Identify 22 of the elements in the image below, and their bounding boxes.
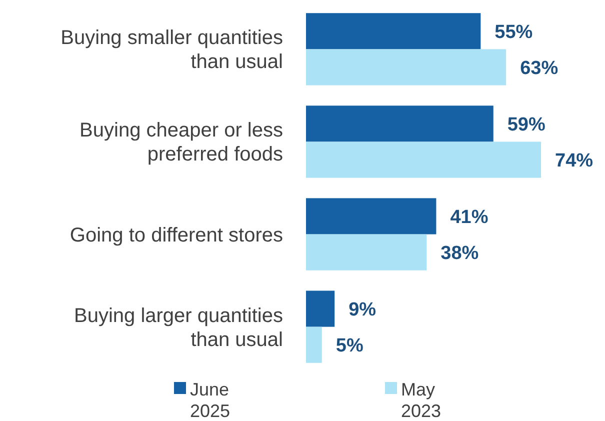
y-tick-label: Buying smaller quantities than usual [60, 27, 283, 74]
legend-label: June 2025 [190, 379, 230, 421]
data-label: 55% [494, 22, 533, 43]
bar [306, 142, 541, 178]
y-tick-label: Buying larger quantities than usual [74, 304, 283, 351]
data-label: 38% [440, 242, 479, 264]
bar [306, 326, 322, 363]
bar [306, 13, 481, 50]
data-label: 5% [336, 336, 364, 356]
data-label: 41% [450, 206, 488, 228]
y-tick-label: Buying cheaper or less preferred foods [80, 120, 283, 166]
data-label: 74% [555, 150, 594, 172]
legend-label: May 2023 [401, 379, 442, 421]
data-label: 63% [520, 58, 558, 79]
data-label: 9% [348, 299, 376, 320]
bar [306, 106, 494, 142]
bar [306, 49, 506, 86]
bar [306, 234, 427, 270]
bar [306, 198, 436, 234]
y-tick-label: Going to different stores [70, 224, 283, 246]
bar [306, 290, 335, 327]
data-label: 59% [507, 114, 546, 136]
